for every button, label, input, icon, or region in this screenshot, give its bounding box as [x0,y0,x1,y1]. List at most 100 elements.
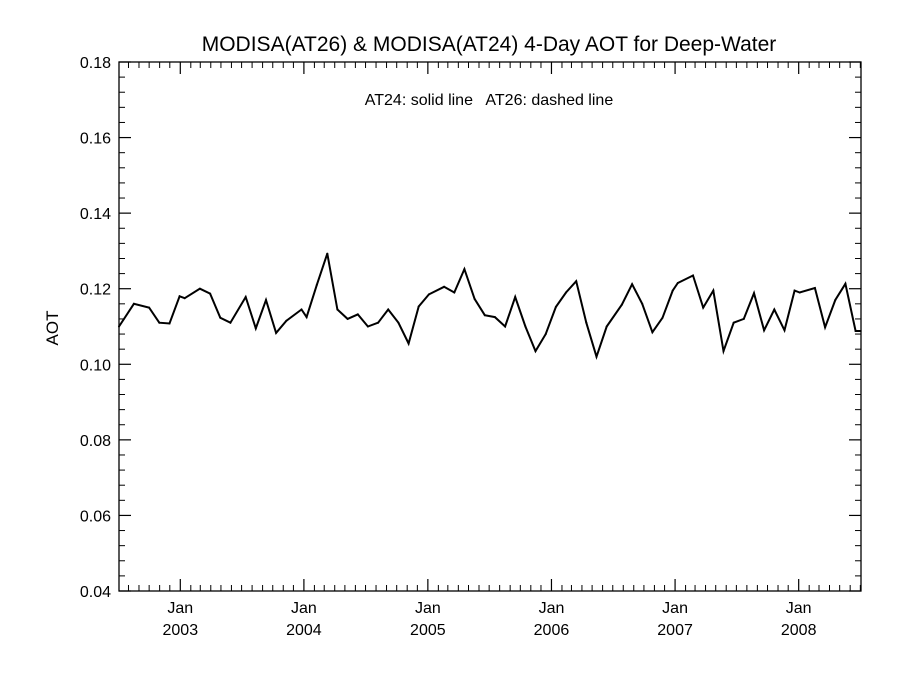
y-tick-label: 0.12 [80,282,111,299]
data-point [453,291,456,294]
x-tick-label-month: Jan [167,600,193,617]
data-point [732,321,735,324]
data-point [178,295,181,298]
data-point [407,342,410,345]
data-point [575,280,578,283]
x-tick-label-month: Jan [415,600,441,617]
data-point [427,293,430,296]
data-point [661,316,664,319]
y-tick-label: 0.18 [80,55,111,72]
data-point [565,291,567,294]
data-point [315,283,318,286]
data-point [265,299,267,301]
data-point [219,316,222,319]
data-point [483,314,486,317]
data-point [417,305,420,308]
data-point [504,325,507,328]
x-tick-label-month: Jan [662,600,688,617]
data-point [793,289,796,292]
data-point [244,296,247,298]
y-axis-ticks: 0.04 0.06 0.08 0.10 0.12 0.14 0.16 0.18 [80,55,861,601]
data-point [148,306,151,309]
y-tick-label: 0.16 [80,131,111,148]
data-point [493,316,496,319]
data-point [326,252,329,255]
data-point [183,297,186,300]
data-point [377,321,380,324]
data-point [443,285,446,288]
data-point [763,329,766,332]
data-point [346,317,349,320]
x-tick-label-year: 2003 [163,622,199,639]
data-point [473,297,476,300]
data-point [783,329,786,332]
x-tick-label-year: 2004 [286,622,322,639]
data-point [300,308,303,311]
data-point [859,330,862,332]
x-tick-label-month: Jan [539,600,565,617]
data-point [275,331,278,334]
series-group [118,252,862,360]
series-line-at24 [118,253,861,360]
data-point [285,319,288,322]
line-style-annotation: AT24: solid line AT26: dashed line [365,92,614,109]
x-axis-ticks: Jan 2003 Jan 2004 Jan 2005 Jan 2006 Jan 2007 Jan 20… [127,62,861,639]
data-point [712,289,715,292]
data-point [773,308,776,311]
data-point [671,289,674,292]
data-point [254,327,257,330]
data-point [824,326,827,329]
data-point [366,325,369,328]
data-point [834,299,837,301]
data-point [595,355,598,358]
data-point [605,325,608,328]
data-point [524,325,527,328]
data-point [336,308,339,311]
data-point [554,305,557,308]
data-point [209,292,212,295]
data-point [742,317,745,320]
data-point [158,321,161,324]
data-point [118,325,120,328]
data-point [854,330,857,332]
data-point [168,322,171,325]
y-tick-label: 0.06 [80,508,111,525]
data-point [463,268,466,271]
y-axis-label: AOT [43,311,62,346]
data-point [544,333,547,336]
x-tick-label-year: 2007 [657,622,693,639]
data-point [798,291,801,294]
data-point [514,296,517,298]
data-point [620,303,623,306]
y-tick-label: 0.04 [80,584,111,601]
y-tick-label: 0.14 [80,206,111,223]
data-point [844,282,847,285]
data-point [702,306,705,309]
data-point [641,302,644,305]
data-point [585,321,588,324]
data-point [813,287,816,289]
data-point [651,331,654,334]
data-point [692,274,694,277]
x-tick-label-month: Jan [786,600,812,617]
data-point [397,321,400,324]
data-point [356,313,359,316]
data-point [387,308,390,311]
y-tick-label: 0.08 [80,433,111,450]
data-point [132,302,135,305]
data-point [722,350,725,353]
y-tick-label: 0.10 [80,357,111,374]
plot-frame [118,61,862,592]
x-tick-label-month: Jan [291,600,317,617]
x-tick-label-year: 2006 [534,622,570,639]
x-tick-label-year: 2005 [410,622,446,639]
data-point [534,350,537,353]
data-point [631,283,634,286]
data-point [198,287,201,290]
data-point [676,282,679,284]
x-tick-label-year: 2008 [781,622,817,639]
data-point [229,321,232,324]
chart-title: MODISA(AT26) & MODISA(AT24) 4-Day AOT fo… [202,33,777,56]
data-point [753,292,755,295]
